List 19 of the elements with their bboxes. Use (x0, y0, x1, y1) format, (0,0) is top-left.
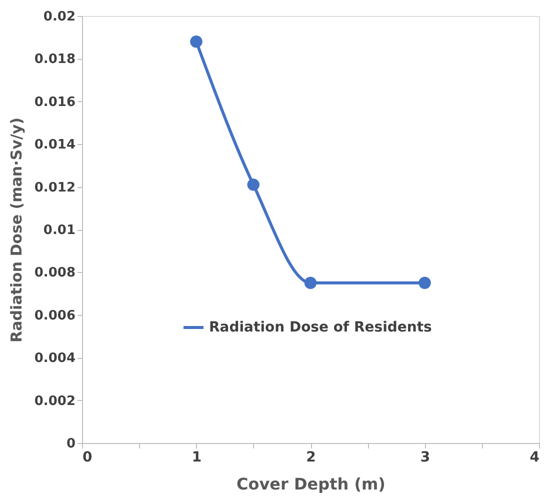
y-tick-label: 0.014 (34, 138, 76, 153)
x-tick-label: 3 (420, 450, 430, 466)
x-tick-label: 4 (530, 450, 540, 466)
y-tick-label: 0 (66, 436, 76, 452)
x-tick-label: 0 (82, 450, 92, 466)
y-tick-label: 0.016 (34, 94, 76, 110)
y-tick-label: 0.002 (34, 394, 76, 409)
legend-label: Radiation Dose of Residents (209, 320, 432, 336)
y-tick-label: 0.01 (43, 223, 76, 238)
y-tick-label: 0.02 (43, 10, 76, 24)
y-tick-label: 0.008 (34, 266, 76, 281)
y-tick-label: 0.004 (34, 351, 76, 366)
x-axis-title: Cover Depth (m) (236, 474, 386, 494)
x-tick-label: 2 (306, 450, 316, 466)
y-tick-label: 0.018 (34, 52, 76, 68)
y-tick-label: 0.006 (34, 308, 76, 324)
y-tick-label: 0.012 (34, 180, 76, 196)
x-tick-label: 1 (192, 450, 202, 466)
y-axis-title: Radiation Dose (man·Sv/y) (7, 118, 26, 342)
